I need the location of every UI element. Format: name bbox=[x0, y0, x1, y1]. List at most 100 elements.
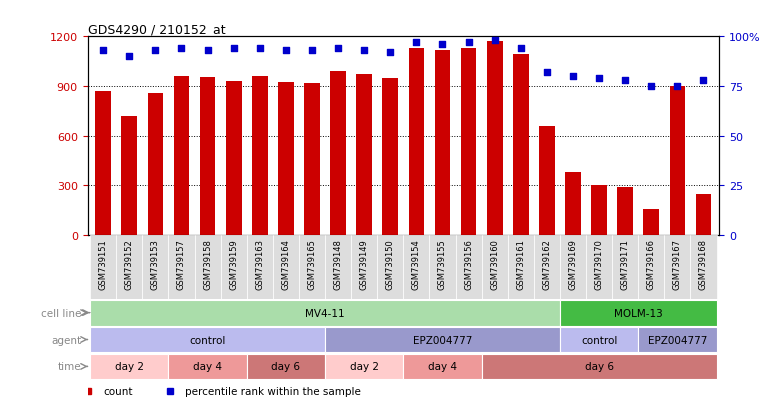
Text: GSM739152: GSM739152 bbox=[125, 239, 134, 289]
Bar bbox=[482, 235, 508, 299]
Bar bbox=[513, 55, 529, 235]
Point bbox=[619, 78, 632, 84]
Point bbox=[463, 40, 475, 46]
Text: GSM739150: GSM739150 bbox=[386, 239, 395, 289]
Bar bbox=[456, 235, 482, 299]
Text: GSM739151: GSM739151 bbox=[99, 239, 107, 289]
Text: day 4: day 4 bbox=[193, 361, 222, 372]
Bar bbox=[325, 354, 403, 380]
Bar bbox=[247, 354, 325, 380]
Bar bbox=[696, 195, 712, 235]
Bar bbox=[612, 235, 638, 299]
Point bbox=[541, 69, 553, 76]
Point bbox=[202, 48, 214, 55]
Point bbox=[671, 83, 683, 90]
Bar bbox=[429, 235, 456, 299]
Bar bbox=[174, 77, 189, 235]
Bar bbox=[325, 327, 560, 353]
Text: GSM739167: GSM739167 bbox=[673, 239, 682, 290]
Bar bbox=[435, 50, 451, 235]
Bar bbox=[638, 327, 717, 353]
Point bbox=[228, 46, 240, 52]
Bar bbox=[122, 116, 137, 235]
Point bbox=[645, 83, 658, 90]
Bar bbox=[168, 354, 247, 380]
Text: MOLM-13: MOLM-13 bbox=[614, 308, 663, 318]
Text: GSM739164: GSM739164 bbox=[282, 239, 291, 290]
Bar bbox=[299, 235, 325, 299]
Point bbox=[384, 50, 396, 56]
Point bbox=[149, 48, 161, 55]
Text: GSM739158: GSM739158 bbox=[203, 239, 212, 290]
Bar bbox=[638, 235, 664, 299]
Text: GSM739168: GSM739168 bbox=[699, 239, 708, 290]
Text: GSM739170: GSM739170 bbox=[594, 239, 603, 290]
Text: GSM739171: GSM739171 bbox=[621, 239, 629, 290]
Text: day 4: day 4 bbox=[428, 361, 457, 372]
Bar bbox=[116, 235, 142, 299]
Text: control: control bbox=[189, 335, 226, 345]
Text: MV4-11: MV4-11 bbox=[305, 308, 345, 318]
Point bbox=[489, 38, 501, 45]
Bar bbox=[95, 92, 111, 235]
Bar bbox=[278, 83, 294, 235]
Point bbox=[175, 46, 187, 52]
Point bbox=[567, 74, 579, 80]
Text: GSM739155: GSM739155 bbox=[438, 239, 447, 289]
Point bbox=[253, 46, 266, 52]
Text: day 6: day 6 bbox=[584, 361, 613, 372]
Bar bbox=[377, 235, 403, 299]
Text: GSM739166: GSM739166 bbox=[647, 239, 656, 290]
Bar bbox=[351, 235, 377, 299]
Text: GSM739153: GSM739153 bbox=[151, 239, 160, 290]
Bar bbox=[148, 93, 163, 235]
Bar bbox=[533, 235, 560, 299]
Point bbox=[358, 48, 371, 55]
Bar bbox=[403, 354, 482, 380]
Point bbox=[97, 48, 110, 55]
Text: GSM739169: GSM739169 bbox=[568, 239, 578, 290]
Text: GSM739162: GSM739162 bbox=[543, 239, 552, 290]
Text: percentile rank within the sample: percentile rank within the sample bbox=[186, 387, 361, 396]
Bar bbox=[195, 235, 221, 299]
Text: GDS4290 / 210152_at: GDS4290 / 210152_at bbox=[88, 23, 225, 36]
Text: time: time bbox=[58, 361, 81, 372]
Bar bbox=[90, 327, 325, 353]
Bar bbox=[90, 235, 116, 299]
Bar bbox=[247, 235, 273, 299]
Bar bbox=[460, 49, 476, 235]
Point bbox=[280, 48, 292, 55]
Text: GSM739160: GSM739160 bbox=[490, 239, 499, 290]
Bar bbox=[560, 235, 586, 299]
Point bbox=[410, 40, 422, 46]
Bar bbox=[221, 235, 247, 299]
Text: GSM739159: GSM739159 bbox=[229, 239, 238, 289]
Text: count: count bbox=[103, 387, 133, 396]
Bar bbox=[252, 77, 268, 235]
Bar bbox=[226, 82, 241, 235]
Bar bbox=[90, 300, 560, 326]
Point bbox=[123, 54, 135, 60]
Text: day 2: day 2 bbox=[349, 361, 379, 372]
Bar bbox=[560, 300, 717, 326]
Bar bbox=[90, 354, 168, 380]
Text: GSM739165: GSM739165 bbox=[307, 239, 317, 290]
Text: GSM739163: GSM739163 bbox=[255, 239, 264, 290]
Bar bbox=[304, 83, 320, 235]
Bar bbox=[664, 235, 690, 299]
Bar bbox=[356, 75, 372, 235]
Bar bbox=[403, 235, 429, 299]
Bar bbox=[617, 188, 633, 235]
Text: GSM739157: GSM739157 bbox=[177, 239, 186, 290]
Bar bbox=[690, 235, 717, 299]
Text: EPZ004777: EPZ004777 bbox=[648, 335, 707, 345]
Text: EPZ004777: EPZ004777 bbox=[412, 335, 472, 345]
Bar bbox=[383, 78, 398, 235]
Point bbox=[436, 42, 448, 48]
Point bbox=[514, 46, 527, 52]
Text: agent: agent bbox=[51, 335, 81, 345]
Bar bbox=[409, 49, 424, 235]
Bar bbox=[508, 235, 533, 299]
Point bbox=[697, 78, 709, 84]
Bar bbox=[565, 173, 581, 235]
